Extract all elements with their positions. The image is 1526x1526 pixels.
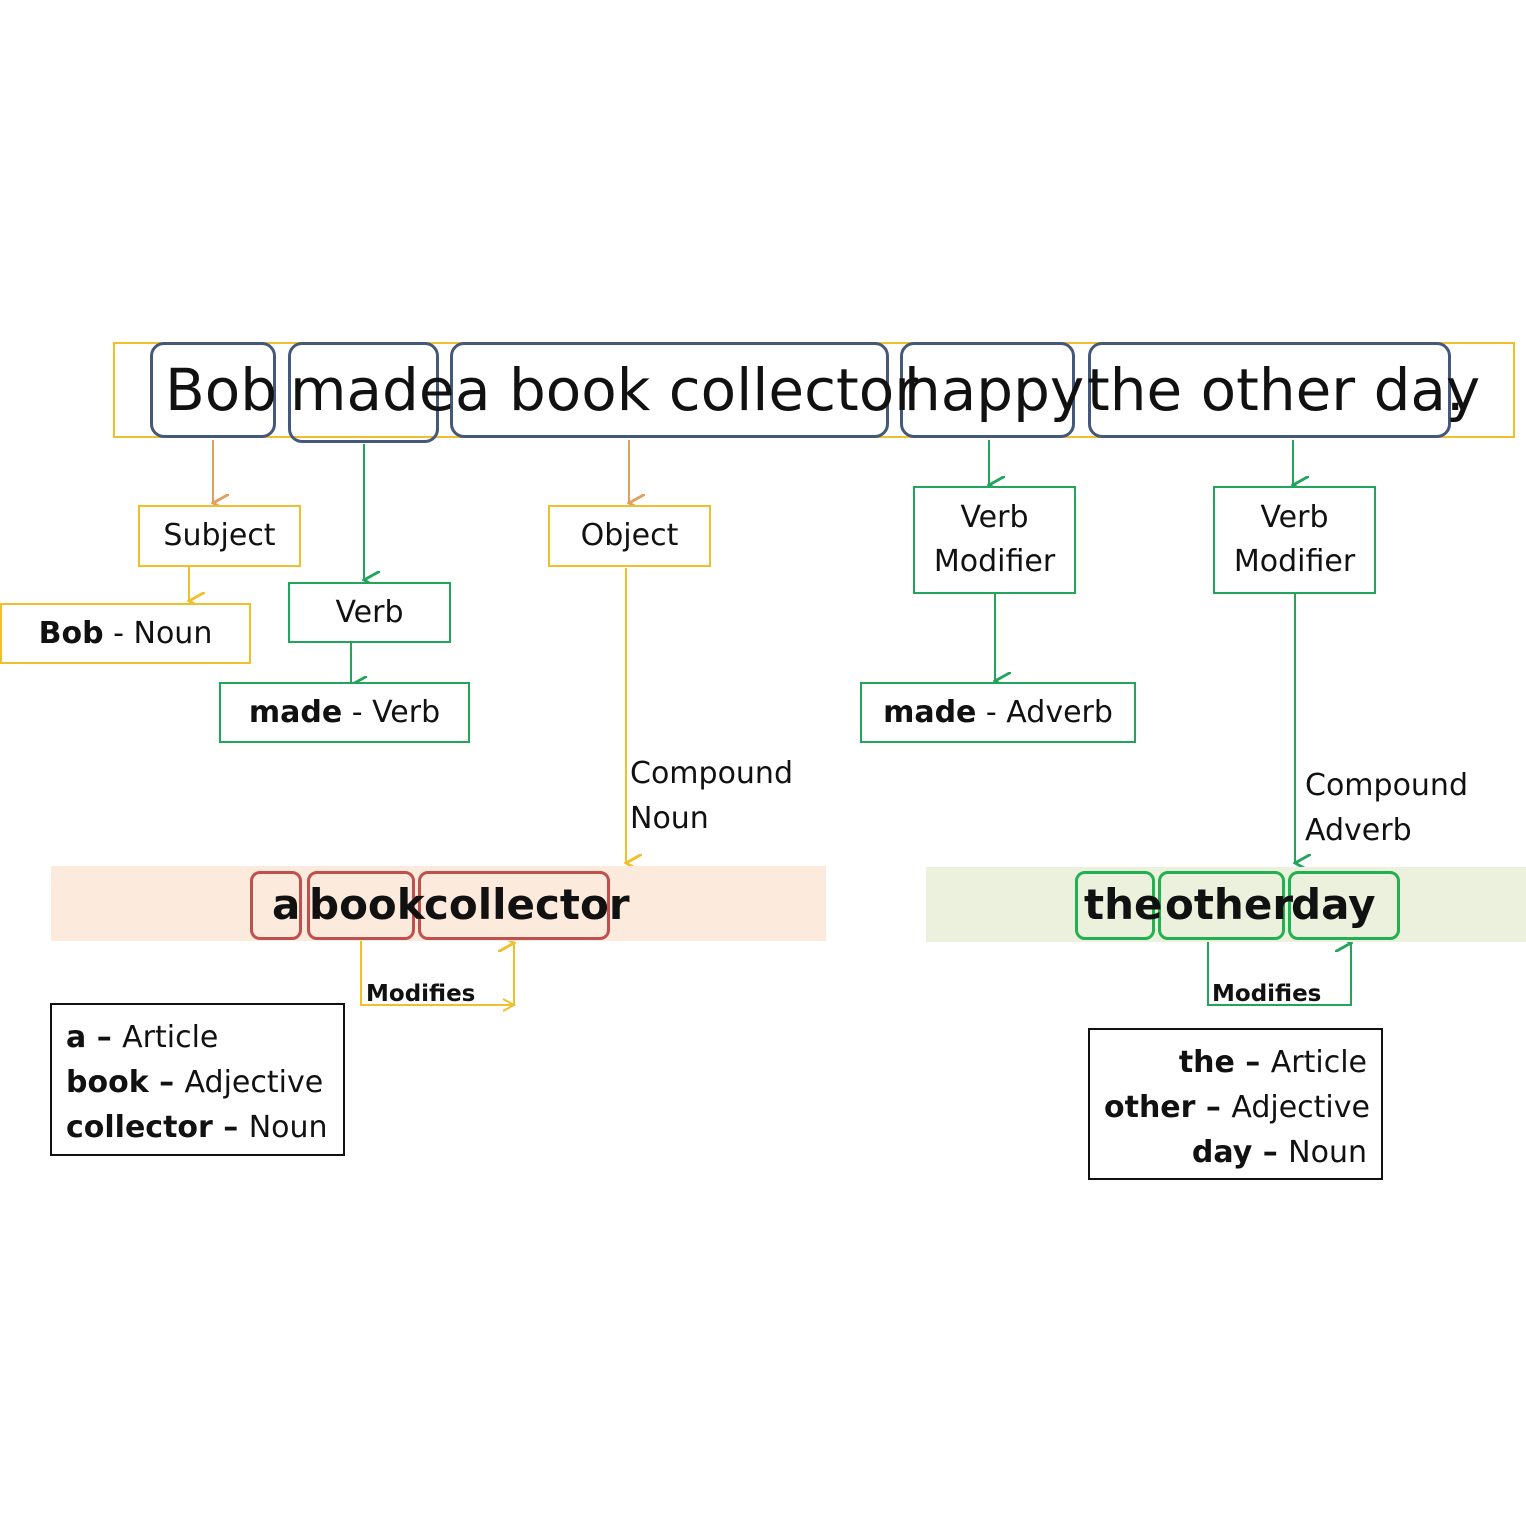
sentence-period: . — [1446, 356, 1465, 424]
chip-a-text: a — [272, 880, 301, 929]
role-subject: Subject — [138, 505, 301, 567]
role-verb-modifier-1: Verb Modifier — [913, 486, 1076, 594]
compound-adverb-label-line1: Compound — [1305, 768, 1468, 803]
compound-noun-label-line1: Compound — [630, 756, 793, 791]
legend-row-the: the – Article — [1104, 1040, 1367, 1085]
pos-made-verb-word: made — [248, 694, 343, 730]
role-verb: Verb — [288, 582, 451, 643]
chip-collector-text: collector — [424, 880, 630, 929]
pos-bob-noun: Bob - Noun — [0, 603, 251, 664]
chip-the-text: the — [1084, 880, 1163, 929]
legend-the-word: the — [1178, 1045, 1235, 1080]
role-verb-modifier-2-label: Verb Modifier — [1233, 500, 1356, 579]
legend-day-word: day — [1191, 1135, 1253, 1170]
legend-the-sep: – — [1234, 1045, 1271, 1080]
word-box-bob — [150, 342, 276, 438]
word-box-made — [288, 342, 439, 443]
legend-day-tag: Noun — [1288, 1135, 1367, 1170]
legend-the-tag: Article — [1270, 1045, 1367, 1080]
pos-made-verb-sep: - — [342, 694, 373, 730]
role-verb-label: Verb — [335, 594, 404, 630]
chip-other-text: other — [1165, 880, 1294, 929]
word-box-happy — [900, 342, 1075, 438]
word-box-the-other-day — [1088, 342, 1451, 438]
legend-other-sep: – — [1195, 1090, 1232, 1125]
chip-other — [1158, 871, 1285, 940]
pos-made-adverb-tag: Adverb — [1006, 694, 1113, 730]
legend-book-tag: Adjective — [184, 1065, 324, 1100]
legend-book-word: book — [66, 1065, 149, 1100]
compound-adverb-band — [926, 867, 1526, 942]
sentence-word-happy: happy — [904, 356, 1085, 424]
compound-noun-legend: a – Article book – Adjective collector –… — [50, 1003, 345, 1156]
legend-collector-tag: Noun — [248, 1110, 328, 1145]
sentence-word-bob: Bob — [165, 356, 278, 424]
chip-book — [307, 871, 415, 940]
pos-made-verb: made - Verb — [219, 682, 470, 743]
pos-bob-tag: Noun — [133, 615, 213, 651]
chip-day-text: day — [1291, 880, 1376, 929]
role-object-label: Object — [580, 518, 679, 553]
compound-adverb-label-line2: Adverb — [1305, 813, 1412, 848]
chip-the — [1075, 871, 1155, 940]
pos-bob-sep: - — [103, 615, 134, 651]
legend-a-word: a — [66, 1020, 87, 1055]
legend-a-tag: Article — [122, 1020, 219, 1055]
compound-adverb-legend: the – Article other – Adjective day – No… — [1088, 1028, 1383, 1180]
legend-other-tag: Adjective — [1231, 1090, 1370, 1125]
sentence-word-made: made — [290, 356, 455, 424]
sentence-word-a-book-collector: a book collector — [455, 356, 919, 424]
chip-day — [1288, 871, 1400, 940]
role-subject-label: Subject — [163, 518, 276, 553]
role-verb-modifier-2: Verb Modifier — [1213, 486, 1376, 594]
pos-made-adverb: made - Adverb — [860, 682, 1136, 743]
chip-book-text: book — [309, 880, 425, 929]
pos-made-verb-tag: Verb — [372, 694, 441, 730]
legend-row-a: a – Article — [66, 1015, 329, 1060]
legend-collector-word: collector — [66, 1110, 213, 1145]
legend-book-sep: – — [148, 1065, 185, 1100]
legend-row-day: day – Noun — [1104, 1130, 1367, 1175]
chip-collector — [418, 871, 610, 940]
pos-made-adverb-sep: - — [976, 694, 1007, 730]
word-box-a-book-collector — [450, 342, 889, 438]
legend-row-collector: collector – Noun — [66, 1105, 329, 1150]
compound-noun-band — [51, 866, 826, 941]
legend-day-sep: – — [1252, 1135, 1289, 1170]
modifies-label-noun: Modifies — [366, 981, 476, 1007]
legend-collector-sep: – — [212, 1110, 249, 1145]
pos-made-adverb-word: made — [883, 694, 977, 730]
legend-row-other: other – Adjective — [1104, 1085, 1370, 1130]
sentence-word-the-other-day: the other day — [1087, 356, 1481, 424]
pos-bob-word: Bob — [38, 615, 104, 651]
compound-noun-label-line2: Noun — [630, 801, 709, 836]
role-object: Object — [548, 505, 711, 567]
legend-other-word: other — [1104, 1090, 1196, 1125]
legend-a-sep: – — [86, 1020, 123, 1055]
role-verb-modifier-1-label: Verb Modifier — [933, 500, 1056, 579]
modifies-label-adverb: Modifies — [1212, 981, 1322, 1007]
legend-row-book: book – Adjective — [66, 1060, 329, 1105]
chip-a — [250, 871, 302, 940]
